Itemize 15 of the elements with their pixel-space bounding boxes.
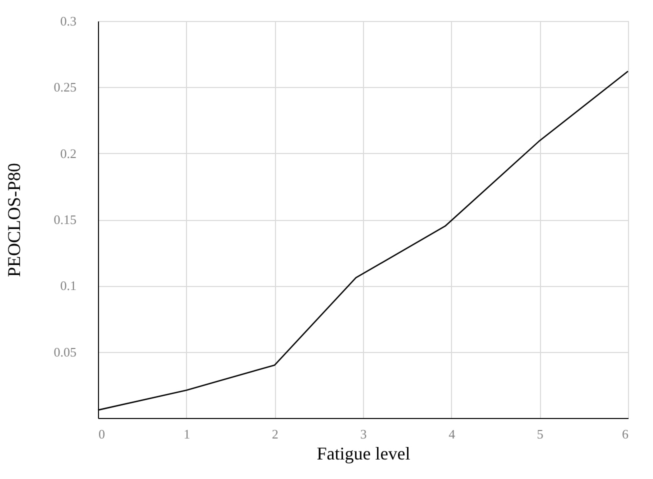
y-axis-title: PEOCLOS-P80 (4, 162, 24, 278)
y-tick-label: 0.15 (54, 212, 76, 227)
x-tick-label: 2 (272, 426, 278, 442)
x-tick-label: 0 (98, 426, 105, 442)
x-tick-label: 4 (448, 426, 456, 442)
x-tick-label: 5 (536, 426, 544, 442)
x-tick-label: 6 (622, 426, 629, 442)
y-tick-label: 0.25 (54, 80, 76, 95)
y-tick-label: 0.05 (54, 344, 76, 360)
x-tick-label: 1 (184, 426, 190, 442)
y-tick-label: 0.1 (60, 278, 76, 294)
y-tick-label: 0.2 (60, 146, 76, 161)
y-tick-label: 0.3 (60, 14, 76, 28)
x-axis-title: Fatigue level (316, 444, 410, 464)
x-tick-label: 3 (360, 426, 367, 442)
